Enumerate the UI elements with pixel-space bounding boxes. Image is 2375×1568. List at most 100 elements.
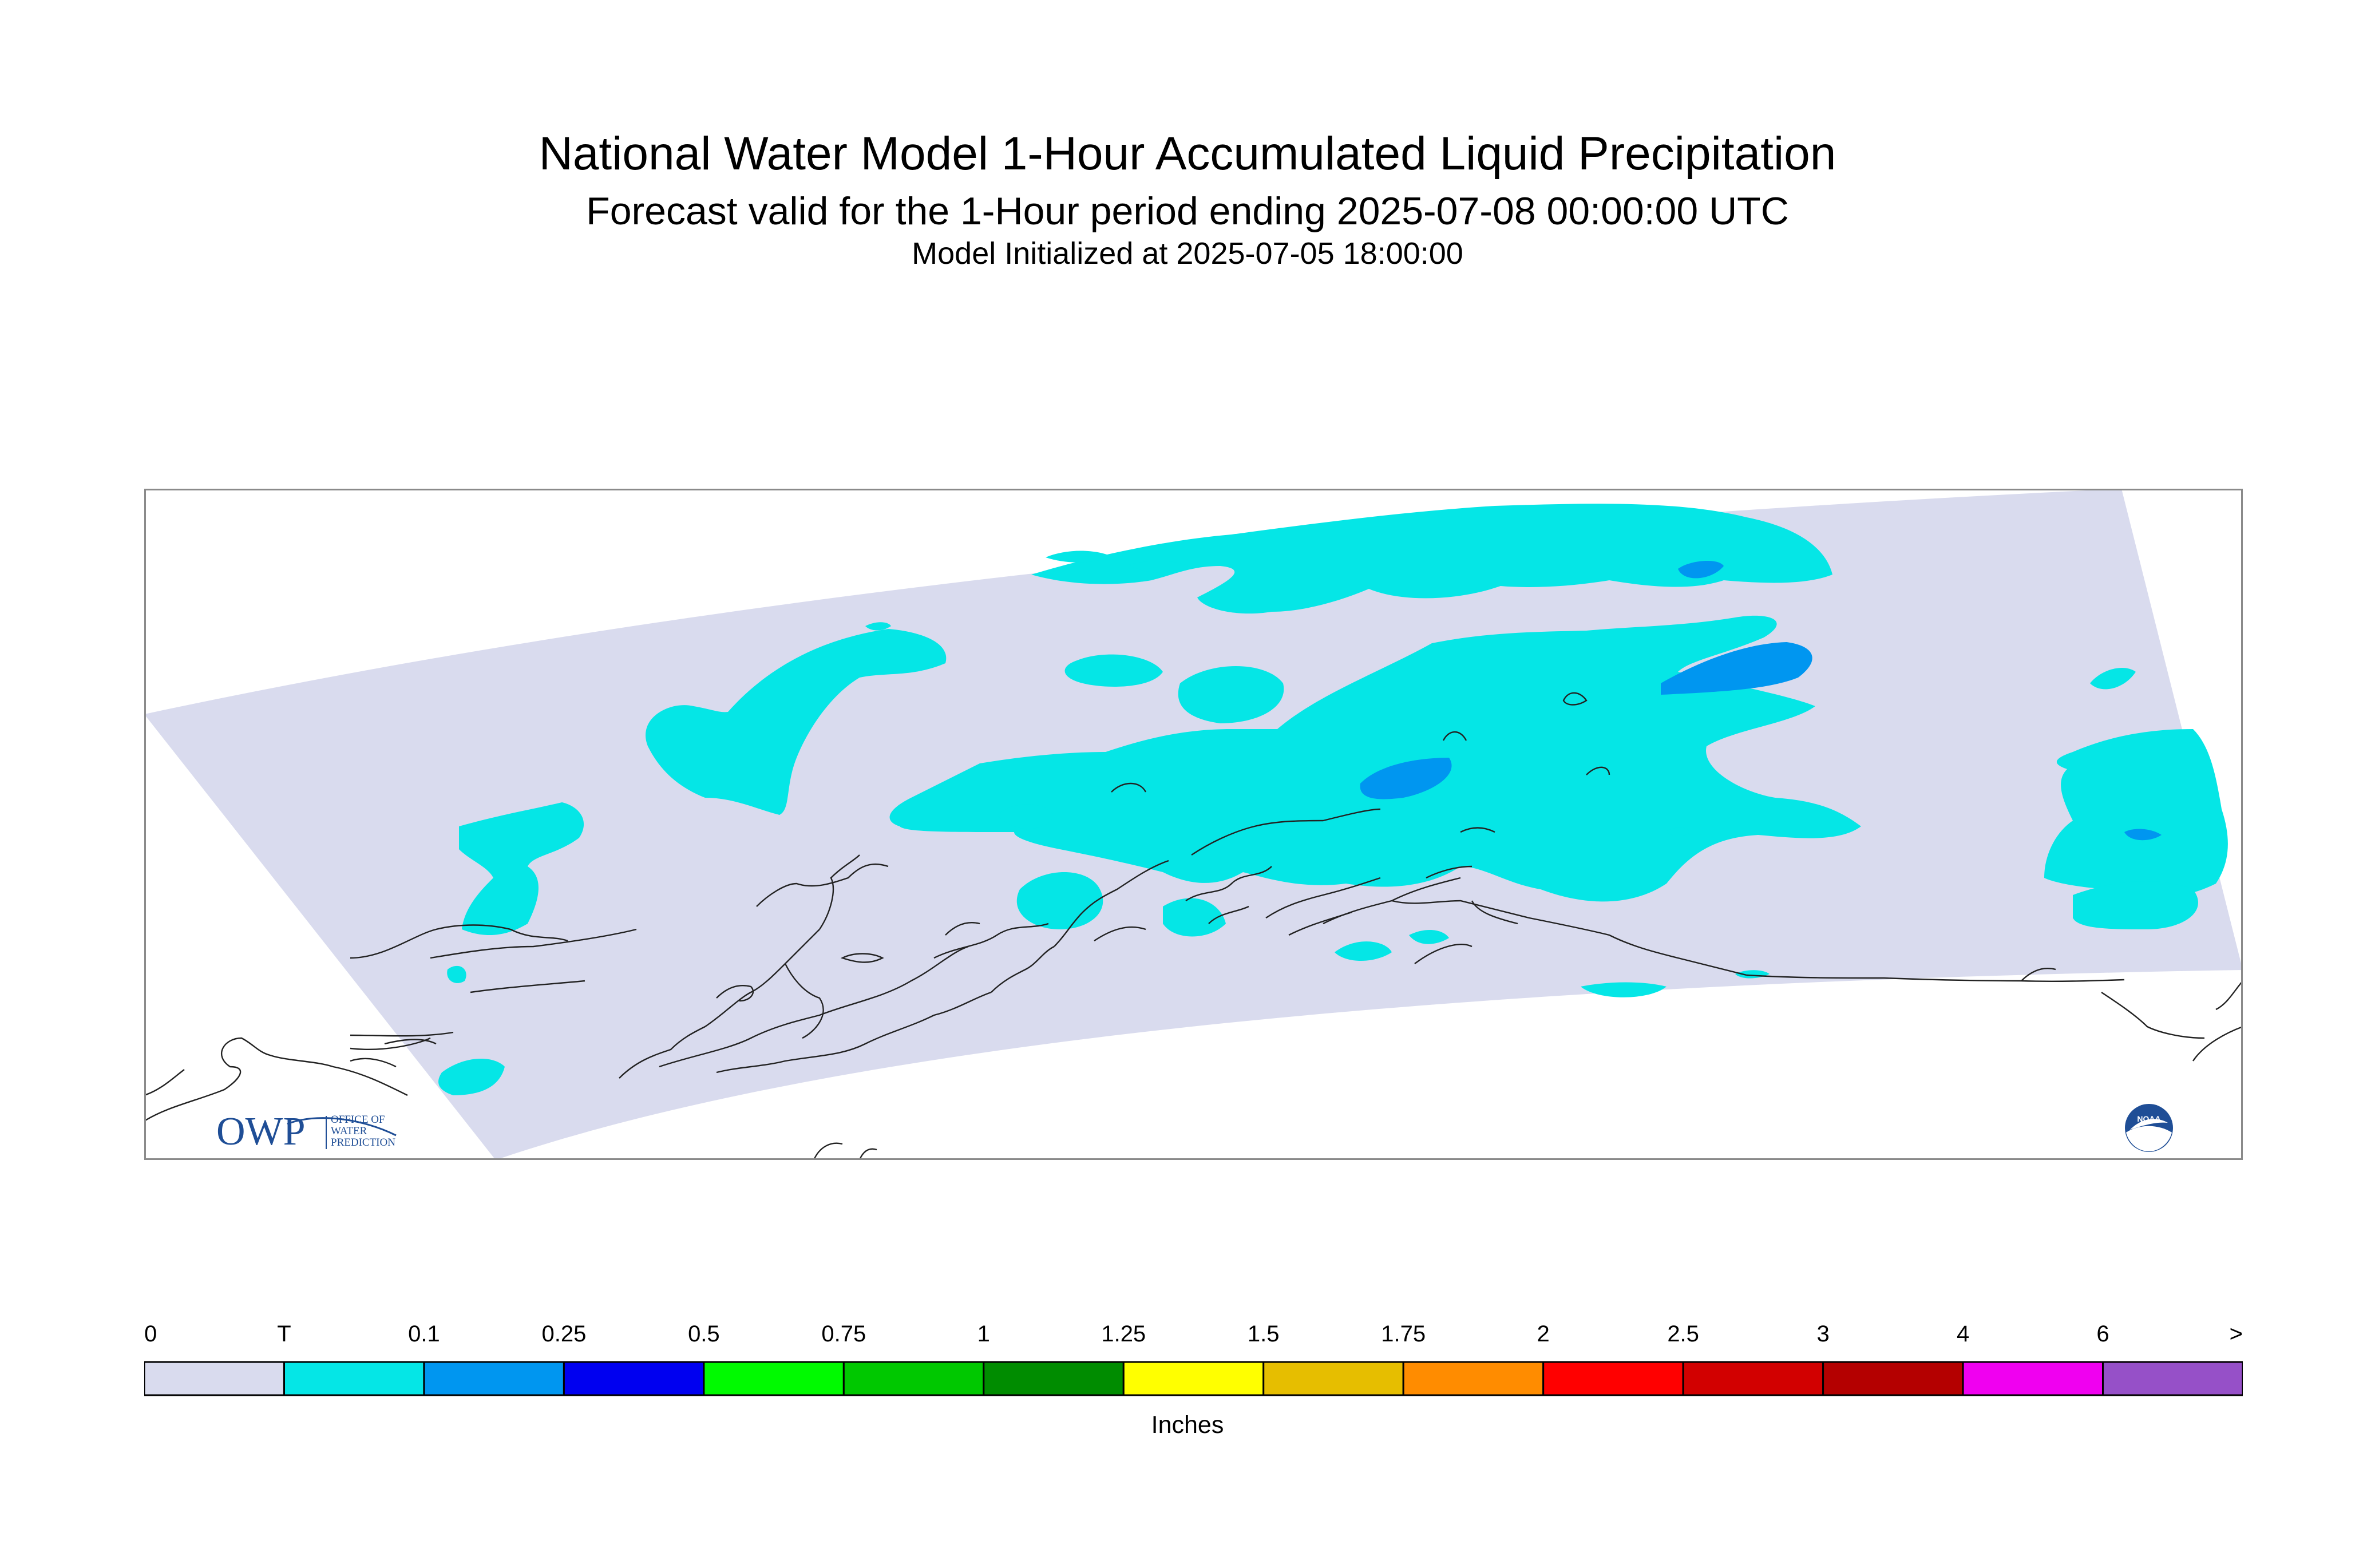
precip-area — [1581, 982, 1667, 997]
precip-area — [1046, 551, 1111, 563]
coastline — [1426, 865, 1472, 879]
coastline — [716, 991, 992, 1074]
coastline — [659, 945, 969, 1068]
precip-area — [1678, 560, 1724, 579]
owp-office-of: OFFICE OF — [331, 1114, 385, 1126]
legend-bin — [1962, 1361, 2104, 1396]
precip-legend: 0 T 0.1 0.25 0.5 0.75 1 1.25 1.5 1.75 2 2.5 3 4 6 > — [144, 1321, 2243, 1396]
coastline — [1208, 905, 1249, 924]
coastline-outlines — [144, 692, 2243, 1160]
legend-bin — [1542, 1361, 1684, 1396]
coastline — [784, 963, 824, 1039]
legend-tick-label: 1 — [977, 1321, 990, 1347]
legend-units: Inches — [1151, 1411, 1224, 1439]
legend-color-bins — [144, 1361, 2243, 1396]
coastline — [1586, 766, 1610, 775]
legend-tick-labels: 0 T 0.1 0.25 0.5 0.75 1 1.25 1.5 1.75 2 2.5 3 4 6 > — [144, 1321, 2243, 1347]
light-precip-areas — [1360, 560, 2162, 841]
coastline — [1111, 782, 1147, 793]
legend-tick-label: 0.1 — [408, 1321, 440, 1347]
legend-tick-label: 0 — [144, 1321, 157, 1347]
legend-bin — [1262, 1361, 1404, 1396]
precip-area — [1661, 642, 1812, 695]
legend-tick-label: 0.25 — [541, 1321, 586, 1347]
coastline — [933, 922, 1049, 959]
precip-area — [865, 622, 891, 631]
legend-bin — [1122, 1361, 1265, 1396]
precip-area — [438, 1059, 505, 1095]
legend-tick-label: 1.75 — [1381, 1321, 1426, 1347]
coastline — [384, 1039, 437, 1045]
coastline — [1391, 900, 1747, 976]
precip-area — [997, 804, 1054, 829]
owp-water: WATER — [331, 1125, 367, 1137]
coastline — [1094, 926, 1146, 941]
noaa-logo: NOAA — [2125, 1104, 2173, 1152]
legend-bin — [423, 1361, 565, 1396]
coastline — [430, 928, 637, 959]
owp-mark: OWP — [216, 1110, 306, 1154]
precip-area — [1016, 872, 1103, 929]
legend-tick-label: 0.5 — [688, 1321, 720, 1347]
noaa-text: NOAA — [2137, 1114, 2160, 1123]
precip-area — [889, 615, 1861, 902]
legend-bin — [1402, 1361, 1545, 1396]
precip-area — [2090, 667, 2136, 690]
legend-bin — [983, 1361, 1125, 1396]
map-title: National Water Model 1-Hour Accumulated … — [539, 128, 1836, 180]
precip-area — [447, 965, 466, 983]
legend-tick-label: 0.75 — [821, 1321, 866, 1347]
precip-area — [1064, 654, 1163, 687]
precip-area — [2073, 881, 2198, 929]
precip-area — [1031, 504, 1832, 614]
coastline — [350, 1031, 454, 1037]
legend-bin — [1682, 1361, 1824, 1396]
coastline — [470, 980, 585, 993]
legend-bin — [144, 1361, 285, 1396]
coastline — [1191, 808, 1381, 856]
precip-area — [1129, 561, 1192, 573]
legend-bin — [563, 1361, 705, 1396]
coastline — [1471, 900, 1518, 925]
precipitation-map: OWP OFFICE OF WATER PREDICTION NOAA — [144, 489, 2243, 1160]
precip-area — [1163, 898, 1226, 937]
owp-logo: OWP OFFICE OF WATER PREDICTION — [216, 1110, 397, 1154]
coastline — [991, 945, 1055, 993]
model-init-subtitle: Model Initialized at 2025-07-05 18:00:00 — [912, 236, 1463, 271]
precip-area — [1667, 827, 1689, 836]
legend-tick-label: 2.5 — [1667, 1321, 1699, 1347]
coastline — [840, 953, 884, 963]
precip-area — [1409, 929, 1449, 944]
coastline — [1442, 731, 1467, 741]
coastline — [350, 1037, 431, 1050]
owp-prediction: PREDICTION — [331, 1137, 395, 1149]
legend-tick-label: 4 — [1957, 1321, 1969, 1347]
coastline — [813, 1142, 843, 1160]
precip-area — [2124, 829, 2162, 841]
legend-tick-label: > — [2230, 1321, 2243, 1347]
legend-bin — [2102, 1361, 2243, 1396]
coastline — [1185, 866, 1272, 901]
trace-precip-areas — [438, 504, 2228, 1095]
coastline — [2215, 980, 2243, 1011]
coastline — [350, 1058, 397, 1068]
coastline — [1414, 944, 1472, 964]
coastline — [756, 863, 889, 907]
coastline — [858, 1148, 877, 1160]
coastline — [716, 985, 754, 1002]
coastline — [2021, 968, 2056, 981]
coastline — [945, 922, 980, 936]
coastline — [2192, 1025, 2243, 1062]
legend-tick-label: 1.5 — [1248, 1321, 1280, 1347]
legend-bin — [842, 1361, 985, 1396]
coastline — [1562, 692, 1588, 706]
coastline — [819, 854, 860, 930]
coastline — [1746, 974, 2125, 983]
precip-area — [646, 629, 947, 815]
legend-tick-label: T — [277, 1321, 291, 1347]
legend-tick-label: 2 — [1537, 1321, 1550, 1347]
coastline — [144, 1069, 185, 1096]
map-frame — [144, 489, 2243, 1160]
precip-area — [1360, 758, 1452, 799]
coastline — [1460, 827, 1495, 833]
